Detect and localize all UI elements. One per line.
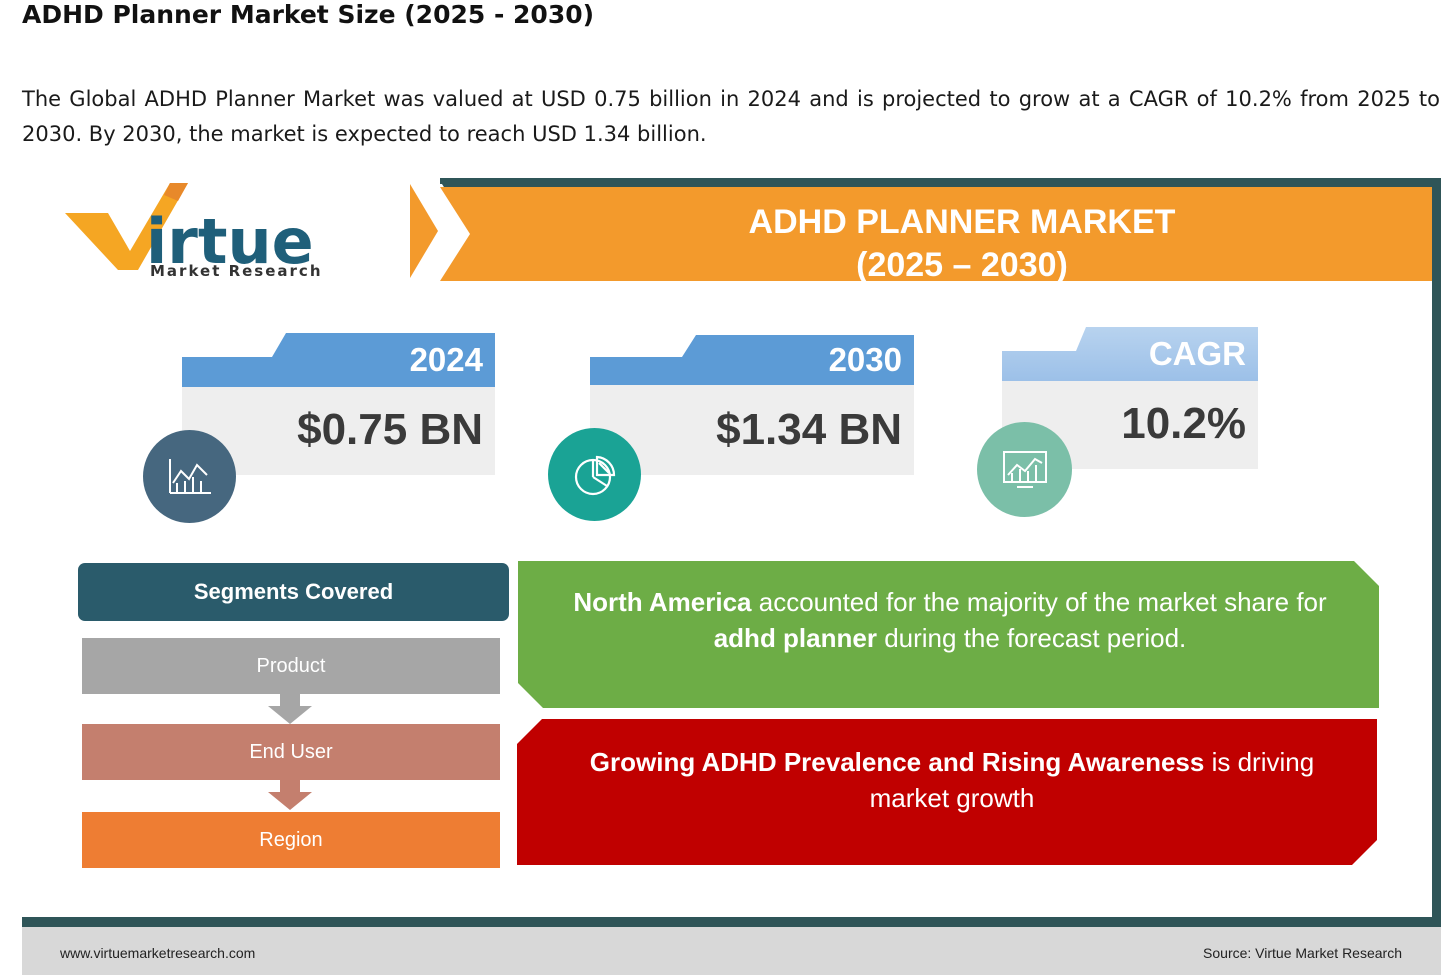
frame-right-border [1432,178,1441,927]
segment-end-user: End User [82,724,500,780]
stat-label: 2024 [409,341,483,378]
stat-card-2030: 2030 $1.34 BN [590,335,914,475]
stat-card-tab [182,333,495,387]
virtue-logo: irtue Market Research [65,183,323,280]
banner-background [440,187,1432,281]
segment-arrow-down-icon [268,694,312,724]
banner-subtitle: (2025 – 2030) [856,246,1068,281]
banner-chevron [410,184,472,278]
logo-v-mark [65,183,188,270]
segment-arrow-down-icon [268,780,312,810]
driver-callout-box [517,719,1377,865]
region-callout-box [518,561,1379,708]
frame-bottom-border [22,917,1441,927]
segment-region: Region [82,812,500,868]
growth-chart-icon [977,422,1072,517]
stat-card-body [590,385,914,475]
logo-brand-text: irtue [146,205,314,278]
page-title: ADHD Planner Market Size (2025 - 2030) [22,0,595,29]
driver-callout-text: Growing ADHD Prevalence and Rising Aware… [589,747,1315,813]
banner-title: ADHD PLANNER MARKET [748,203,1176,241]
pie-chart-icon [548,428,641,521]
stat-label: CAGR [1148,335,1246,372]
stat-value: 10.2% [1121,399,1246,448]
footer-website: www.virtuemarketresearch.com [60,945,256,961]
footer-bar [22,927,1441,975]
frame-top-border [440,178,1441,187]
stat-label: 2030 [828,341,902,378]
stat-card-tab [590,335,914,385]
stat-value: $1.34 BN [716,405,902,454]
segments-header: Segments Covered [78,563,509,621]
segment-product: Product [82,638,500,694]
stat-value: $0.75 BN [297,405,483,454]
region-callout-text: North America accounted for the majority… [573,587,1327,653]
bar-line-chart-icon [143,430,236,523]
logo-tagline: Market Research [150,262,323,280]
intro-paragraph: The Global ADHD Planner Market was value… [22,87,1440,146]
footer-source: Source: Virtue Market Research [1203,945,1402,961]
stat-card-2024: 2024 $0.75 BN [182,333,495,475]
stat-card-body [182,387,495,475]
stat-card-tab [1002,327,1258,381]
